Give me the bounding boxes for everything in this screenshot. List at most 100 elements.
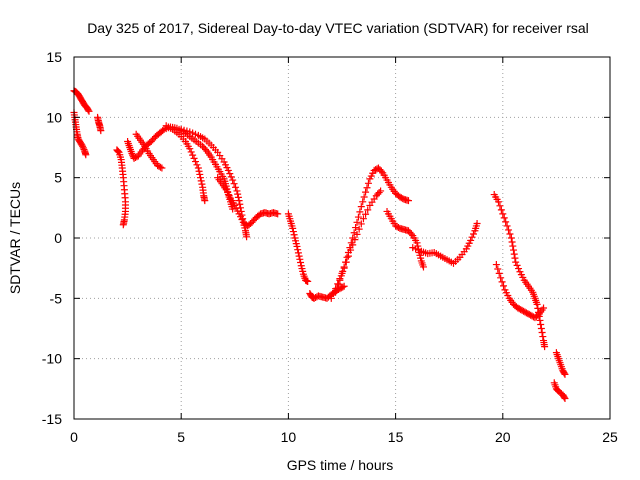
x-tick-label: 15	[388, 429, 404, 445]
series-arc11	[306, 282, 348, 302]
y-tick-label: 10	[46, 109, 62, 125]
data-point-plus	[359, 198, 367, 206]
data-point-plus	[339, 283, 347, 291]
data-point-plus	[502, 218, 510, 226]
y-tick-label: -15	[42, 411, 62, 427]
series-arc3	[94, 113, 105, 135]
data-point-plus	[243, 233, 251, 241]
data-point-plus	[375, 189, 383, 197]
data-point-plus	[360, 193, 368, 201]
grid-lines	[74, 57, 610, 419]
data-point-plus	[290, 231, 298, 239]
data-point-plus	[510, 246, 518, 254]
data-point-plus	[362, 188, 370, 196]
x-tick-label: 20	[495, 429, 511, 445]
data-point-plus	[340, 282, 348, 290]
series-arc10	[284, 210, 312, 285]
data-point-plus	[342, 258, 350, 266]
data-point-plus	[500, 282, 508, 290]
series-arc9	[214, 174, 282, 230]
data-point-plus	[197, 177, 205, 185]
data-point-plus	[512, 258, 520, 266]
series-arc15	[409, 220, 481, 267]
data-point-plus	[189, 151, 197, 159]
data-point-plus	[233, 187, 241, 195]
data-point-plus	[128, 150, 136, 158]
data-point-plus	[354, 213, 362, 221]
data-point-plus	[186, 145, 194, 153]
series-arc16	[490, 191, 549, 351]
y-tick-label: -5	[50, 290, 63, 306]
data-point-plus	[289, 224, 297, 232]
data-point-plus	[364, 206, 372, 214]
data-point-plus	[187, 148, 195, 156]
data-point-plus	[349, 241, 357, 249]
data-point-plus	[359, 215, 367, 223]
data-point-plus	[84, 106, 92, 114]
data-point-plus	[560, 393, 568, 401]
y-tick-label: 5	[54, 170, 62, 186]
data-point-plus	[235, 197, 243, 205]
series-arc12	[332, 164, 412, 296]
data-point-plus	[513, 261, 521, 269]
data-point-plus	[540, 304, 548, 312]
data-point-plus	[340, 264, 348, 272]
data-point-plus	[561, 370, 569, 378]
data-point-plus	[114, 147, 122, 155]
data-point-plus	[234, 193, 242, 201]
data-point-plus	[537, 320, 545, 328]
data-point-plus	[509, 242, 517, 250]
data-point-plus	[296, 255, 304, 263]
data-point-plus	[356, 208, 364, 216]
data-point-plus	[198, 180, 206, 188]
data-point-plus	[156, 163, 164, 171]
data-point-plus	[119, 221, 127, 229]
data-point-plus	[347, 246, 355, 254]
data-point-plus	[159, 127, 167, 135]
data-point-plus	[362, 210, 370, 218]
data-point-plus	[561, 394, 569, 402]
data-point-plus	[560, 369, 568, 377]
axis-ticks	[73, 56, 611, 420]
data-point-plus	[497, 206, 505, 214]
data-point-plus	[510, 250, 518, 258]
data-point-plus	[193, 161, 201, 169]
data-point-plus	[289, 228, 297, 236]
data-point-plus	[79, 144, 87, 152]
data-point-plus	[536, 316, 544, 324]
data-point-plus	[338, 269, 346, 277]
data-point-plus	[232, 183, 240, 191]
data-point-plus	[539, 333, 547, 341]
chart-title: Day 325 of 2017, Sidereal Day-to-day VTE…	[87, 20, 589, 36]
data-point-plus	[503, 222, 511, 230]
data-point-plus	[473, 220, 481, 228]
data-point-plus	[352, 224, 360, 232]
data-point-plus	[236, 200, 244, 208]
data-point-plus	[377, 187, 385, 195]
data-point-plus	[344, 252, 352, 260]
data-point-plus	[469, 230, 477, 238]
data-point-plus	[364, 179, 372, 187]
x-axis-label: GPS time / hours	[287, 457, 394, 473]
data-point-plus	[357, 220, 365, 228]
data-point-plus	[499, 210, 507, 218]
data-point-plus	[541, 343, 549, 351]
data-point-plus	[357, 203, 365, 211]
data-point-plus	[297, 259, 305, 267]
data-point-plus	[511, 254, 519, 262]
data-point-plus	[201, 146, 209, 154]
data-point-plus	[353, 230, 361, 238]
data-point-plus	[497, 274, 505, 282]
series-arc17	[492, 261, 548, 322]
data-point-plus	[495, 269, 503, 277]
data-point-plus	[227, 173, 235, 181]
x-tick-label: 5	[177, 429, 185, 445]
series-arc2	[70, 109, 90, 159]
data-point-plus	[363, 184, 371, 192]
data-point-plus	[329, 290, 337, 298]
data-point-plus	[538, 329, 546, 337]
data-point-plus	[229, 205, 237, 213]
data-point-plus	[498, 278, 506, 286]
data-point-plus	[508, 238, 516, 246]
data-point-plus	[226, 170, 234, 178]
